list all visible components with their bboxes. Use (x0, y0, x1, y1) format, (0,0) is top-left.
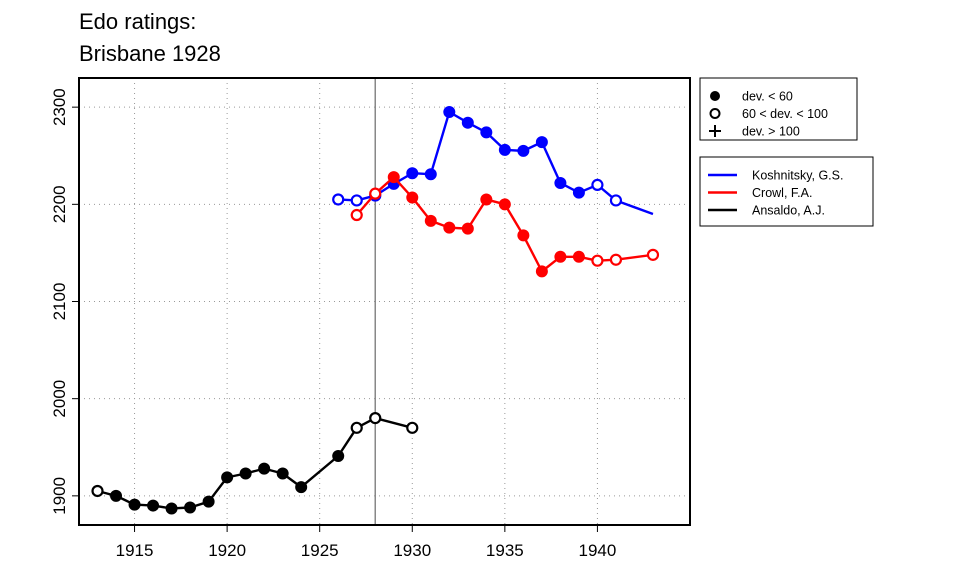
data-point (554, 250, 567, 263)
y-tick-label: 2200 (50, 185, 69, 223)
data-point (332, 193, 345, 206)
chart-title-line-1: Edo ratings: (79, 9, 196, 34)
data-point (535, 265, 548, 278)
data-point (498, 198, 511, 211)
data-point (406, 191, 419, 204)
data-point (369, 412, 382, 425)
data-point (165, 502, 178, 515)
data-point (535, 136, 548, 149)
data-point (572, 186, 585, 199)
x-tick-label: 1925 (301, 541, 339, 560)
x-tick-label: 1915 (116, 541, 154, 560)
data-point (258, 462, 271, 475)
marker-legend-box (699, 77, 858, 141)
x-tick-label: 1935 (486, 541, 524, 560)
series-line (338, 110, 654, 216)
series-legend-label: Crowl, F.A. (752, 186, 812, 200)
data-point (480, 193, 493, 206)
data-point (424, 168, 437, 181)
data-point (406, 421, 419, 434)
data-point (350, 208, 363, 222)
data-point (572, 250, 585, 263)
data-point (443, 221, 456, 234)
data-point (202, 495, 215, 508)
chart-title-line-2: Brisbane 1928 (79, 41, 221, 66)
data-point (239, 467, 252, 480)
data-point (369, 187, 382, 200)
data-point (276, 467, 289, 480)
marker-legend-label: dev. < 60 (742, 90, 793, 104)
legend-symbol-filled (710, 91, 720, 101)
x-tick-label: 1940 (579, 541, 617, 560)
x-tick-label: 1930 (393, 541, 431, 560)
series-legend: Koshnitsky, G.S. Crowl, F.A. Ansaldo, A.J. (699, 156, 874, 227)
data-point (110, 489, 123, 502)
series-1 (350, 171, 660, 278)
data-point (480, 126, 493, 139)
series-line (355, 175, 654, 273)
series-layer (91, 106, 660, 515)
data-point (350, 421, 363, 434)
data-point (461, 116, 474, 129)
y-tick-label: 1900 (50, 477, 69, 515)
data-point (517, 229, 530, 242)
data-point (147, 499, 160, 512)
series-legend-label: Koshnitsky, G.S. (752, 169, 843, 183)
data-point (221, 471, 234, 484)
data-point (350, 194, 363, 207)
axes: 1915 1920 1925 1930 1935 1940 1900 2000 2100 2200… (50, 88, 616, 560)
data-point (91, 484, 104, 498)
data-point (609, 253, 623, 266)
legend-symbol-open (709, 108, 721, 119)
data-point (517, 144, 530, 157)
grid (79, 78, 690, 525)
data-point (591, 254, 604, 267)
data-point (424, 214, 437, 227)
marker-legend-label: 60 < dev. < 100 (742, 107, 828, 121)
data-point (406, 167, 419, 180)
y-tick-label: 2000 (50, 380, 69, 418)
data-point (461, 222, 474, 235)
y-tick-label: 2100 (50, 283, 69, 321)
marker-legend: dev. < 60 60 < dev. < 100 dev. > 100 (699, 77, 858, 141)
data-point (554, 176, 567, 189)
series-2 (91, 412, 419, 515)
data-point (184, 501, 197, 514)
data-point (295, 481, 308, 494)
series-legend-label: Ansaldo, A.J. (752, 204, 825, 218)
data-point (443, 106, 456, 119)
data-point (332, 450, 345, 463)
data-point (609, 194, 623, 207)
data-point (387, 171, 400, 184)
data-point (128, 498, 141, 511)
x-tick-label: 1920 (208, 541, 246, 560)
y-tick-label: 2300 (50, 88, 69, 126)
series-line (97, 416, 413, 510)
data-point (498, 143, 511, 156)
data-point (646, 248, 660, 261)
data-point (591, 178, 604, 191)
series-0 (332, 106, 654, 216)
marker-legend-label: dev. > 100 (742, 125, 800, 139)
